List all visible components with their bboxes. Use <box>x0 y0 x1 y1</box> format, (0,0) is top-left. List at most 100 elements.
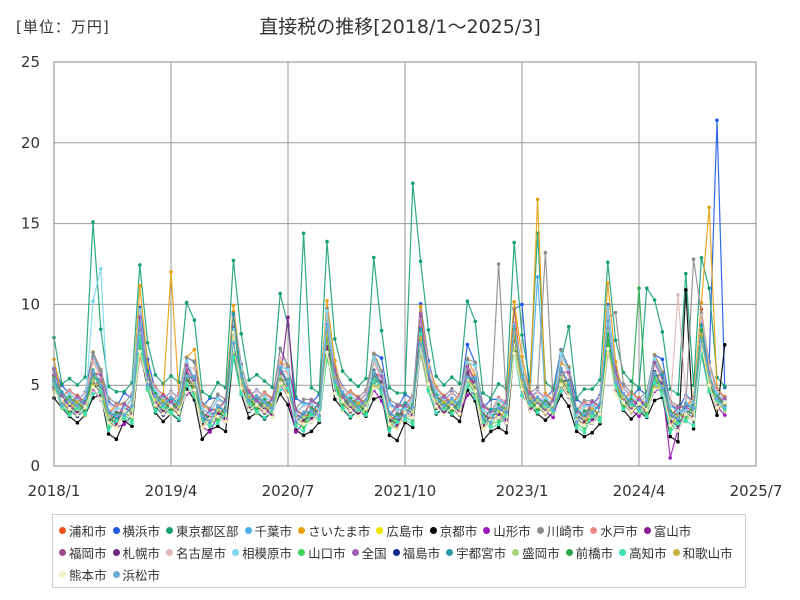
data-point <box>652 357 657 361</box>
data-point <box>450 391 454 396</box>
data-point <box>723 384 727 389</box>
data-point <box>418 259 423 264</box>
data-point <box>395 391 400 395</box>
data-point <box>114 403 119 408</box>
y-tick-label: 15 <box>21 215 40 233</box>
data-point <box>567 324 571 329</box>
data-point <box>83 412 87 416</box>
data-point <box>130 421 134 426</box>
legend-label: さいたま市 <box>308 523 371 539</box>
data-point <box>356 396 361 400</box>
data-point <box>184 383 189 387</box>
legend-item: 札幌市 <box>112 541 160 563</box>
series-11 <box>52 315 727 427</box>
data-point <box>161 393 165 398</box>
data-point <box>699 255 704 260</box>
data-point <box>106 408 111 413</box>
data-point <box>418 332 423 336</box>
data-point <box>106 428 111 432</box>
data-point <box>169 411 173 415</box>
data-point <box>512 323 516 328</box>
data-point <box>418 304 423 309</box>
data-point <box>411 416 415 420</box>
y-tick-label: 5 <box>30 376 40 394</box>
data-point <box>434 411 439 415</box>
data-point <box>645 398 649 403</box>
data-point <box>434 399 439 403</box>
data-point <box>177 417 181 421</box>
data-point <box>294 430 298 434</box>
legend-label: 名古屋市 <box>176 545 227 561</box>
data-point <box>161 398 165 403</box>
data-point <box>481 415 485 420</box>
data-point <box>247 399 251 403</box>
data-point <box>99 373 103 377</box>
data-point <box>676 440 680 444</box>
data-point <box>535 404 540 408</box>
data-point <box>535 395 540 399</box>
data-point <box>301 433 306 438</box>
legend-item: 浜松市 <box>112 563 161 585</box>
chart-title: 直接税の推移[2018/1～2025/3] <box>259 16 541 38</box>
data-point <box>715 396 719 401</box>
data-point <box>613 338 618 343</box>
data-point <box>294 408 298 412</box>
data-point <box>379 374 384 379</box>
legend-item: 高知市 <box>619 541 667 563</box>
data-point <box>75 421 80 425</box>
data-point <box>153 410 158 414</box>
data-point <box>582 416 587 421</box>
data-point <box>723 396 727 400</box>
legend-marker-icon <box>536 526 544 534</box>
data-point <box>481 438 485 443</box>
data-point <box>418 327 423 332</box>
data-point <box>535 275 540 279</box>
data-point <box>590 407 594 411</box>
data-point <box>91 392 95 396</box>
data-point <box>442 400 446 404</box>
data-point <box>231 330 236 335</box>
data-point <box>637 286 641 291</box>
data-point <box>145 387 150 392</box>
data-point <box>294 395 298 399</box>
data-point <box>83 375 87 379</box>
data-point <box>481 391 485 395</box>
data-point <box>286 393 290 398</box>
data-point <box>613 310 618 315</box>
data-point <box>652 353 657 358</box>
data-point <box>60 390 64 394</box>
legend-item: 広島市 <box>376 519 424 541</box>
data-point <box>395 408 400 412</box>
y-tick-label: 10 <box>21 295 40 313</box>
data-point <box>411 425 415 430</box>
data-point <box>348 414 353 419</box>
legend-label: 千葉市 <box>254 523 293 539</box>
data-point <box>582 434 587 439</box>
legend-marker-icon <box>643 526 651 534</box>
x-tick-label: 2020/7 <box>262 482 315 500</box>
data-point <box>660 357 665 362</box>
data-point <box>590 430 594 435</box>
legend: 浦和市 横浜市 東京都区部 千葉市 さいたま市 広島市 京都市 山形市 川崎市 水戸市 富山市 福岡市… <box>52 514 746 588</box>
data-point <box>333 379 337 383</box>
data-point <box>723 400 727 405</box>
data-point <box>559 382 563 387</box>
legend-item: 名古屋市 <box>166 541 226 563</box>
data-point <box>598 401 602 405</box>
data-point <box>216 392 220 397</box>
data-point <box>691 427 696 431</box>
data-point <box>496 405 501 409</box>
data-point <box>567 370 571 375</box>
data-point <box>457 381 462 386</box>
data-point <box>301 429 306 433</box>
data-point <box>153 397 158 402</box>
data-point <box>317 414 322 418</box>
data-point <box>403 391 407 395</box>
legend-label: 浜松市 <box>122 567 161 583</box>
data-point <box>294 419 298 423</box>
data-point <box>450 396 454 401</box>
data-point <box>450 400 454 404</box>
data-point <box>348 378 353 382</box>
data-point <box>364 406 368 411</box>
data-point <box>442 394 446 399</box>
